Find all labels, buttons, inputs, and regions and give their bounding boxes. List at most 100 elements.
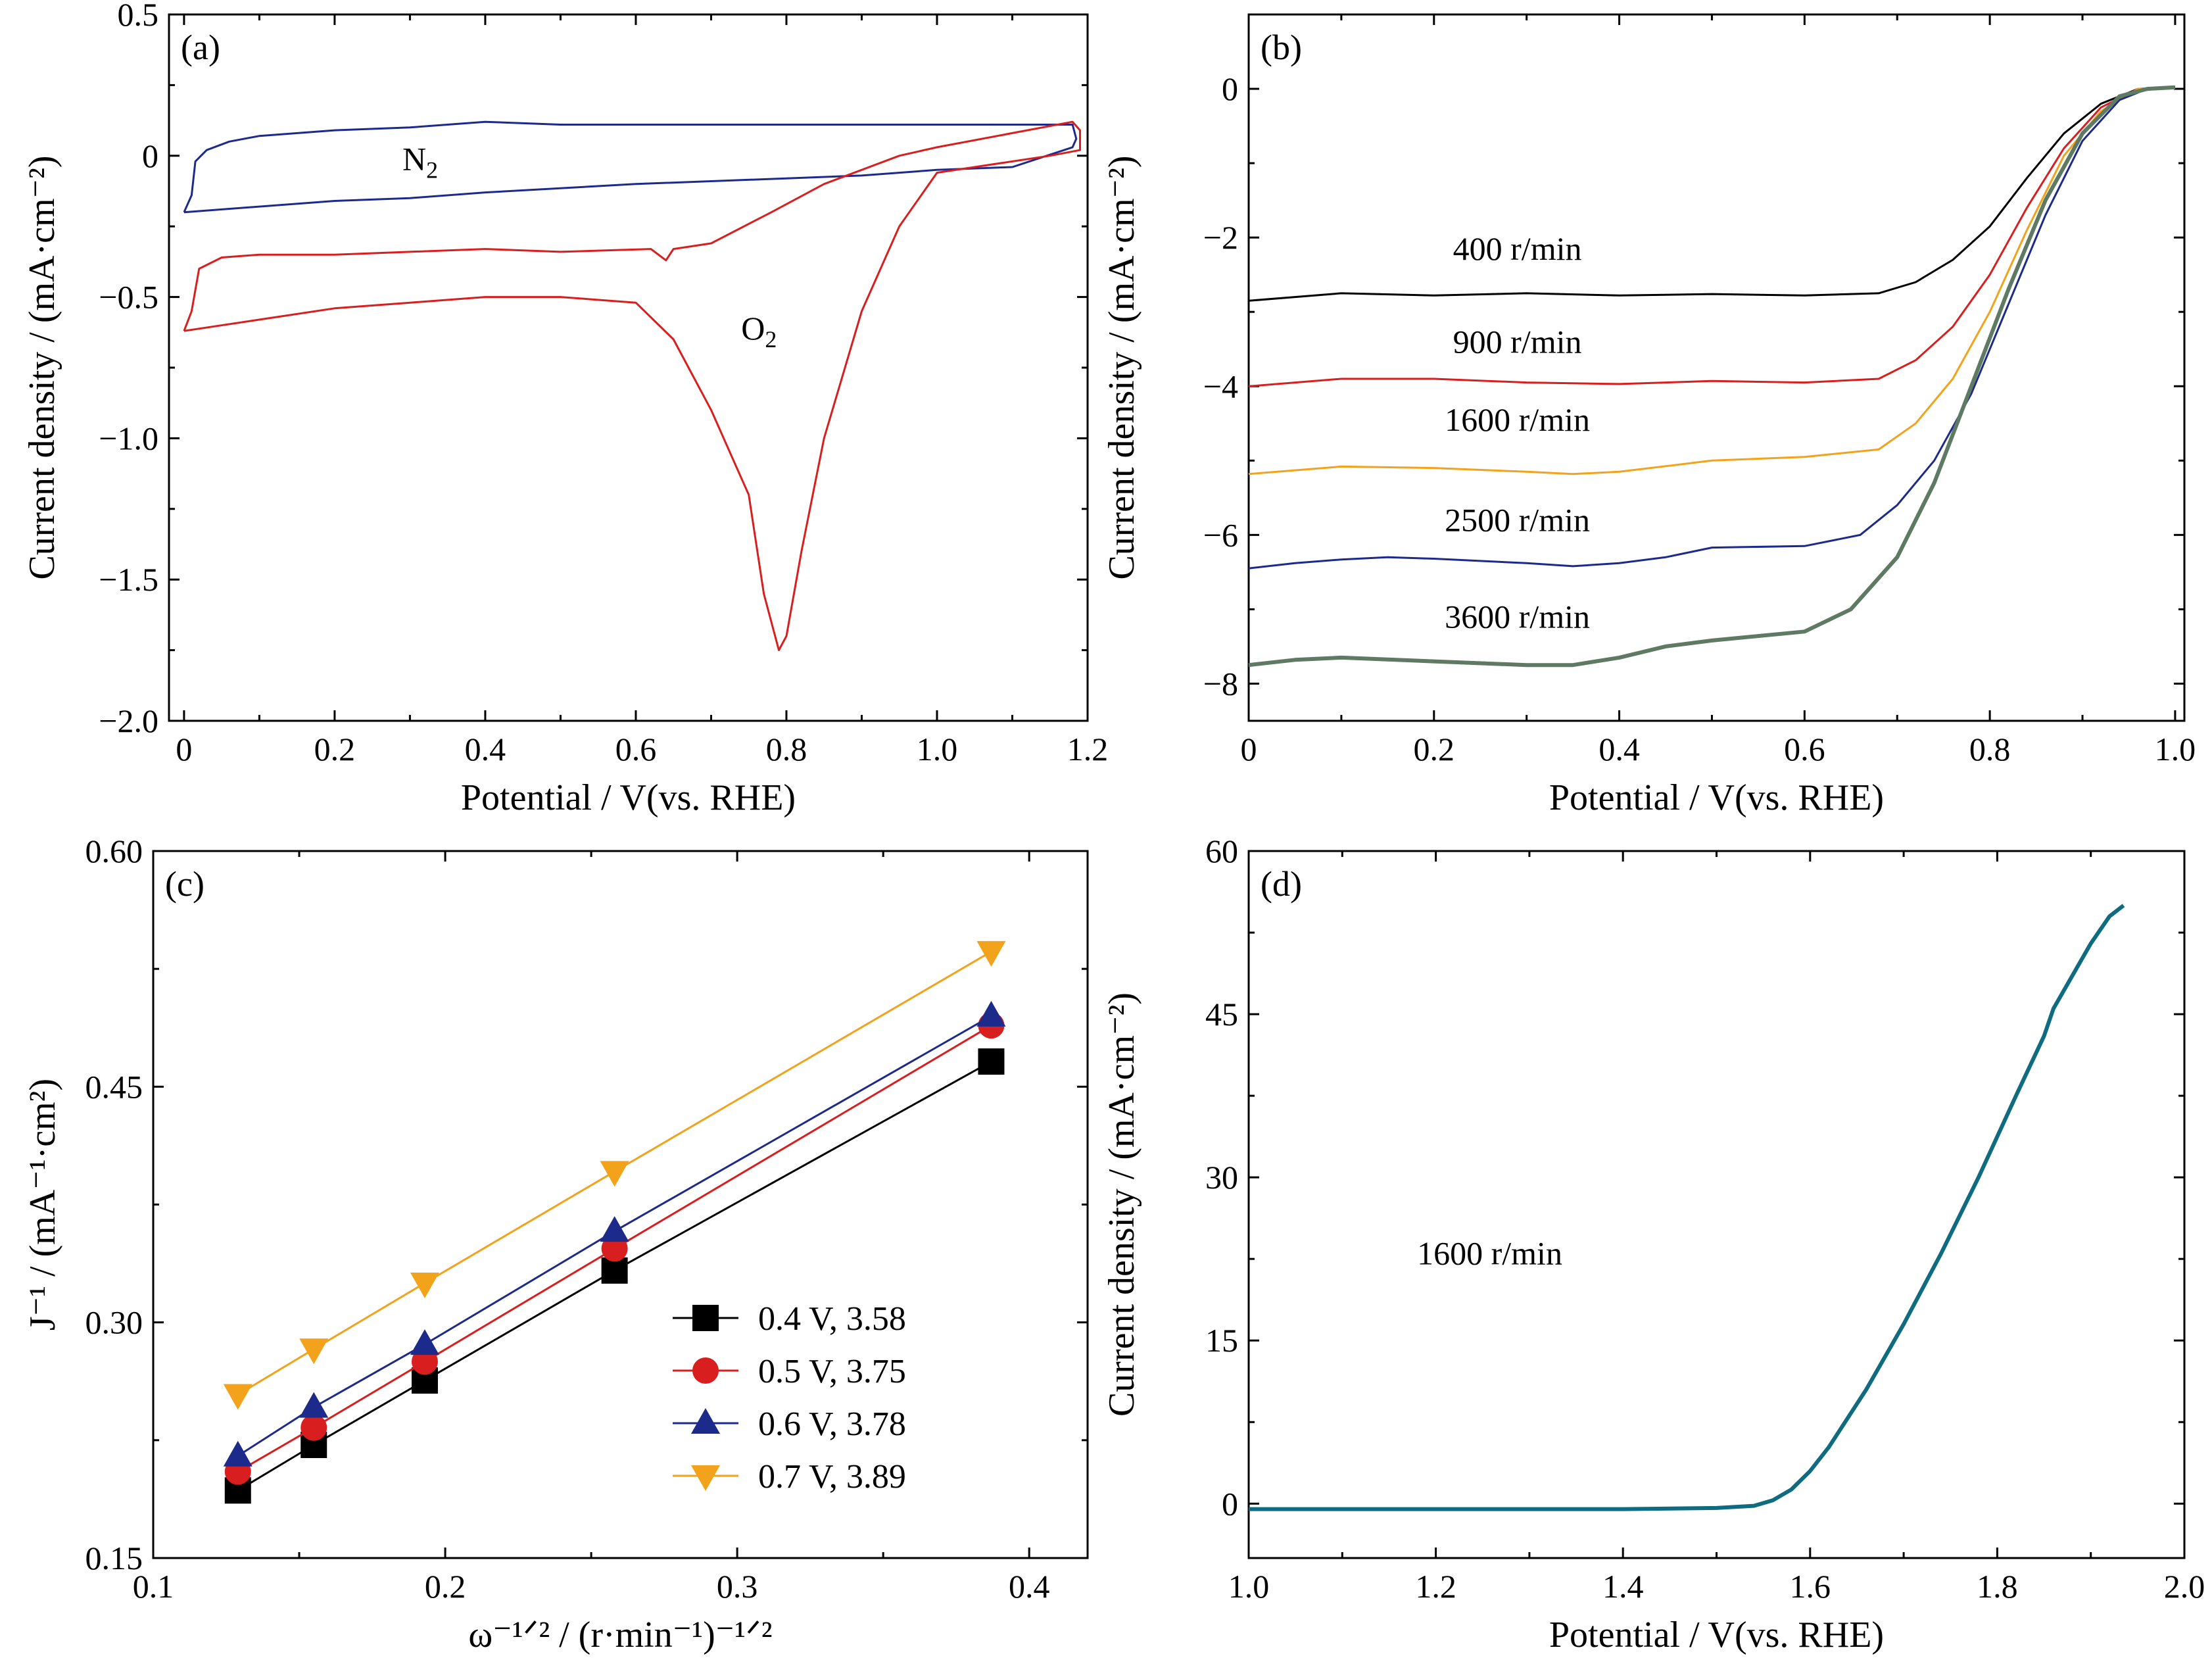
y-tick-label: −6 — [1203, 516, 1238, 553]
x-tick-label: 0.1 — [133, 1568, 174, 1605]
x-tick-label: 0.4 — [1009, 1568, 1050, 1605]
annotation: N2 — [402, 140, 438, 183]
series-line-2500-r-min — [1248, 86, 2175, 570]
panel-label: (c) — [165, 864, 204, 904]
marker-triangle-down — [223, 1384, 252, 1410]
plot-frame — [168, 13, 1089, 722]
marker-triangle-down — [410, 1272, 439, 1298]
marker-triangle-up — [691, 1408, 720, 1434]
panel-label: (a) — [181, 28, 220, 67]
x-tick-label: 0.2 — [425, 1568, 466, 1605]
series-line-900-r-min — [1248, 86, 2175, 387]
marker-circle — [411, 1348, 438, 1375]
annotation-text: O — [741, 310, 765, 347]
legend-item: 0.5 V, 3.75 — [673, 1353, 906, 1390]
annotation-subscript: 2 — [426, 157, 438, 183]
x-axis-label: Potential / V(vs. RHE) — [1549, 1615, 1884, 1655]
series-label: 400 r/min — [1453, 230, 1582, 267]
y-tick-label: 0.5 — [118, 0, 159, 33]
x-tick-label: 2.0 — [2164, 1568, 2205, 1605]
series-line-3600-r-min — [1248, 85, 2176, 668]
marker-circle — [692, 1357, 719, 1384]
x-tick-label: 0 — [1241, 731, 1257, 768]
marker-triangle-down — [691, 1465, 720, 1491]
x-axis-label: Potential / V(vs. RHE) — [1549, 777, 1884, 818]
series-line-400-r-min — [1248, 86, 2175, 302]
x-tick-label: 1.2 — [1415, 1568, 1456, 1605]
y-tick-label: −2.0 — [99, 702, 158, 739]
series-line-1600-r-min — [1249, 904, 2125, 1511]
y-tick-label: 0 — [142, 137, 158, 174]
marker-circle — [301, 1414, 327, 1441]
plot-frame — [1247, 850, 2186, 1559]
y-tick-label: 0.60 — [85, 833, 143, 869]
panel-d: 1.0 1.2 1.4 1.6 1.8 2.0 0 15 30 45 60 Potential / V… — [1101, 833, 2205, 1655]
x-tick-label: 0.2 — [314, 731, 356, 768]
series-label: 900 r/min — [1453, 323, 1582, 360]
legend-item: 0.6 V, 3.78 — [673, 1405, 906, 1443]
y-tick-label: −8 — [1203, 665, 1238, 702]
x-tick-label: 0.2 — [1414, 731, 1455, 768]
marker-square — [978, 1048, 1005, 1075]
marker-circle — [601, 1235, 628, 1262]
legend-label: 0.4 V, 3.58 — [758, 1300, 906, 1338]
x-tick-label: 0.3 — [717, 1568, 758, 1605]
y-tick-label: 45 — [1205, 996, 1238, 1033]
y-tick-label: 30 — [1205, 1159, 1238, 1196]
legend-label: 0.5 V, 3.75 — [758, 1353, 906, 1390]
y-tick-label: −1.5 — [99, 561, 158, 598]
y-tick-label: 0 — [1222, 70, 1238, 107]
marker-square — [692, 1305, 719, 1331]
series-label: 3600 r/min — [1445, 598, 1590, 635]
marker-triangle-down — [976, 940, 1006, 967]
legend-label: 0.7 V, 3.89 — [758, 1458, 906, 1496]
annotation-text: N — [402, 140, 426, 177]
panel-a: 0 0.2 0.4 0.6 0.8 1.0 1.2 −2.0 −1.5 −1.0 −0.5 0 0.5 P… — [22, 0, 1108, 818]
series-line-n- — [183, 120, 1078, 214]
panel-label: (b) — [1261, 28, 1302, 67]
series-label: 2500 r/min — [1445, 502, 1590, 539]
plot-frame — [1247, 13, 2186, 722]
marker-triangle-up — [223, 1440, 252, 1467]
marker-triangle-down — [299, 1338, 329, 1365]
x-tick-label: 0.8 — [766, 731, 807, 768]
x-tick-label: 0.8 — [1969, 731, 2011, 768]
y-tick-label: 0 — [1222, 1485, 1238, 1522]
x-tick-label: 0.4 — [1599, 731, 1640, 768]
y-axis-label: Current density / (mA·cm⁻²) — [1101, 155, 1142, 579]
marker-triangle-up — [299, 1392, 329, 1418]
marker-triangle-up — [976, 1000, 1006, 1027]
x-tick-label: 1.4 — [1602, 1568, 1644, 1605]
y-axis-label: Current density / (mA·cm⁻²) — [1101, 992, 1142, 1417]
annotation-subscript: 2 — [765, 326, 777, 353]
marker-triangle-down — [600, 1161, 629, 1187]
annotation-text: 1600 r/min — [1417, 1234, 1562, 1271]
y-tick-label: 60 — [1205, 833, 1238, 869]
marker-square — [601, 1257, 628, 1284]
y-axis-label: Current density / (mA·cm⁻²) — [22, 155, 62, 579]
x-axis-label: ω⁻¹ᐟ² / (r·min⁻¹)⁻¹ᐟ² — [468, 1615, 772, 1655]
y-tick-label: 15 — [1205, 1322, 1238, 1359]
x-tick-label: 0.6 — [615, 731, 657, 768]
x-tick-label: 0 — [176, 731, 192, 768]
annotation: O2 — [741, 310, 777, 353]
marker-triangle-up — [410, 1329, 439, 1355]
legend-label: 0.6 V, 3.78 — [758, 1405, 906, 1443]
series-line-1600-r-min — [1248, 86, 2175, 475]
legend-item: 0.7 V, 3.89 — [673, 1458, 906, 1496]
marker-triangle-up — [600, 1216, 629, 1242]
plot-frame — [152, 850, 1089, 1559]
panel-b: 0 0.2 0.4 0.6 0.8 1.0 −8 −6 −4 −2 0 Potential / V(v… — [1101, 13, 2196, 818]
y-tick-label: −2 — [1203, 219, 1238, 256]
series-label: 1600 r/min — [1445, 401, 1590, 438]
y-axis-label: J⁻¹ / (mA⁻¹·cm²) — [22, 1079, 63, 1330]
y-tick-label: −0.5 — [99, 279, 158, 316]
y-tick-label: 0.45 — [85, 1068, 143, 1105]
y-tick-label: 0.30 — [85, 1304, 143, 1341]
panel-c: 0.1 0.2 0.3 0.4 0.15 0.30 0.45 0.60 ω⁻¹ᐟ² / (r·m… — [22, 833, 1089, 1655]
panel-label: (d) — [1261, 864, 1302, 904]
y-tick-label: −1.0 — [99, 420, 158, 456]
series-line-o- — [183, 120, 1081, 652]
annotation: 1600 r/min — [1417, 1234, 1562, 1271]
